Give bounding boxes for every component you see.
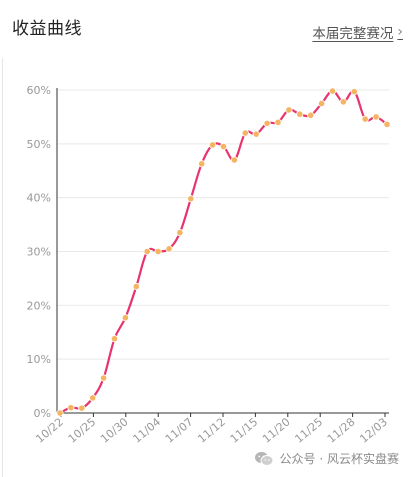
data-point [383,120,391,129]
data-point [219,142,228,151]
y-tick-label: 50% [27,138,51,151]
card-title: 收益曲线 [12,19,82,39]
x-tick-labels: 10/22 10/25 10/30 11/04 11/07 11/12 11/15 11/20… [33,415,390,445]
data-point [67,404,75,412]
data-point [361,115,369,123]
data-point [285,106,293,114]
x-tick-label: 10/25 [66,415,99,445]
x-tick-label: 11/28 [325,415,358,445]
card-divider [2,58,3,477]
data-point [154,247,162,256]
y-tick-label: 10% [27,353,51,366]
data-point [296,110,304,118]
x-tick-label: 12/03 [357,415,390,445]
data-point [89,394,97,402]
data-point [143,247,151,256]
chevron-right-icon[interactable]: › [397,24,403,40]
y-tick-label: 20% [27,299,51,312]
series-line [59,89,388,414]
data-point [230,156,238,164]
x-tick-label: 11/20 [260,415,293,445]
full-results-link-label[interactable]: 本届完整赛况 [312,26,394,42]
data-point [187,195,195,203]
data-point [165,245,173,253]
data-point [176,229,184,237]
data-point [317,99,326,108]
data-point [274,118,282,126]
data-point [78,404,86,412]
full-results-link[interactable]: 本届完整赛况 › [312,22,403,42]
y-tick-label: 60% [27,84,51,97]
y-tick-label: 30% [27,246,51,259]
data-point [307,111,315,119]
watermark-text: 公众号 · 风云杯实盘赛 [279,452,399,466]
data-point [132,282,140,291]
x-tick-label: 11/15 [228,415,261,445]
x-tick-label: 10/30 [98,415,131,445]
y-tick-label: 0% [34,407,51,420]
data-point [263,119,271,127]
data-point [110,335,119,343]
data-point [328,87,337,95]
grid-lines [57,89,389,360]
data-point [209,141,217,149]
data-points [56,87,391,417]
x-tick-label: 11/25 [292,415,325,445]
data-point [121,314,130,322]
x-tick-label: 11/07 [163,415,196,445]
y-tick-labels: 0% 10% 20% 30% 40% 50% 60% [27,84,51,420]
watermark: 公众号 · 风云杯实盘赛 [254,450,399,467]
data-point [372,113,380,121]
series-line-path [59,89,388,414]
x-tick-label: 11/12 [195,415,228,445]
data-point [350,88,358,96]
data-point [100,374,108,382]
data-point [198,160,206,168]
data-point [252,130,260,138]
data-point [241,129,249,137]
x-tick-label: 11/04 [130,415,163,445]
data-point [339,98,347,106]
wechat-icon [254,451,274,466]
y-tick-label: 40% [27,192,51,205]
data-point [56,409,64,417]
